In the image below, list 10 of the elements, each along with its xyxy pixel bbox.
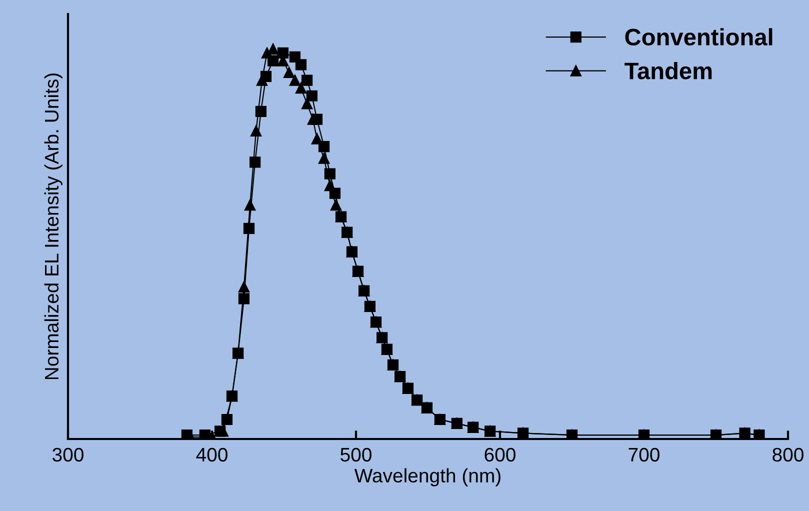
x-tick-label: 500: [340, 448, 372, 462]
x-tick-label: 800: [772, 448, 804, 462]
x-tick-label: 600: [484, 448, 516, 462]
x-tick-label: 300: [52, 448, 84, 462]
x-axis-title: Wavelength (nm): [354, 468, 500, 486]
legend-label: Conventional: [625, 28, 772, 46]
y-axis-title: Normalized EL Intensity (Arb. Units): [44, 74, 62, 380]
legend-label: Tandem: [624, 62, 712, 80]
x-tick-label: 700: [628, 448, 660, 462]
x-tick-label: 400: [196, 448, 228, 462]
